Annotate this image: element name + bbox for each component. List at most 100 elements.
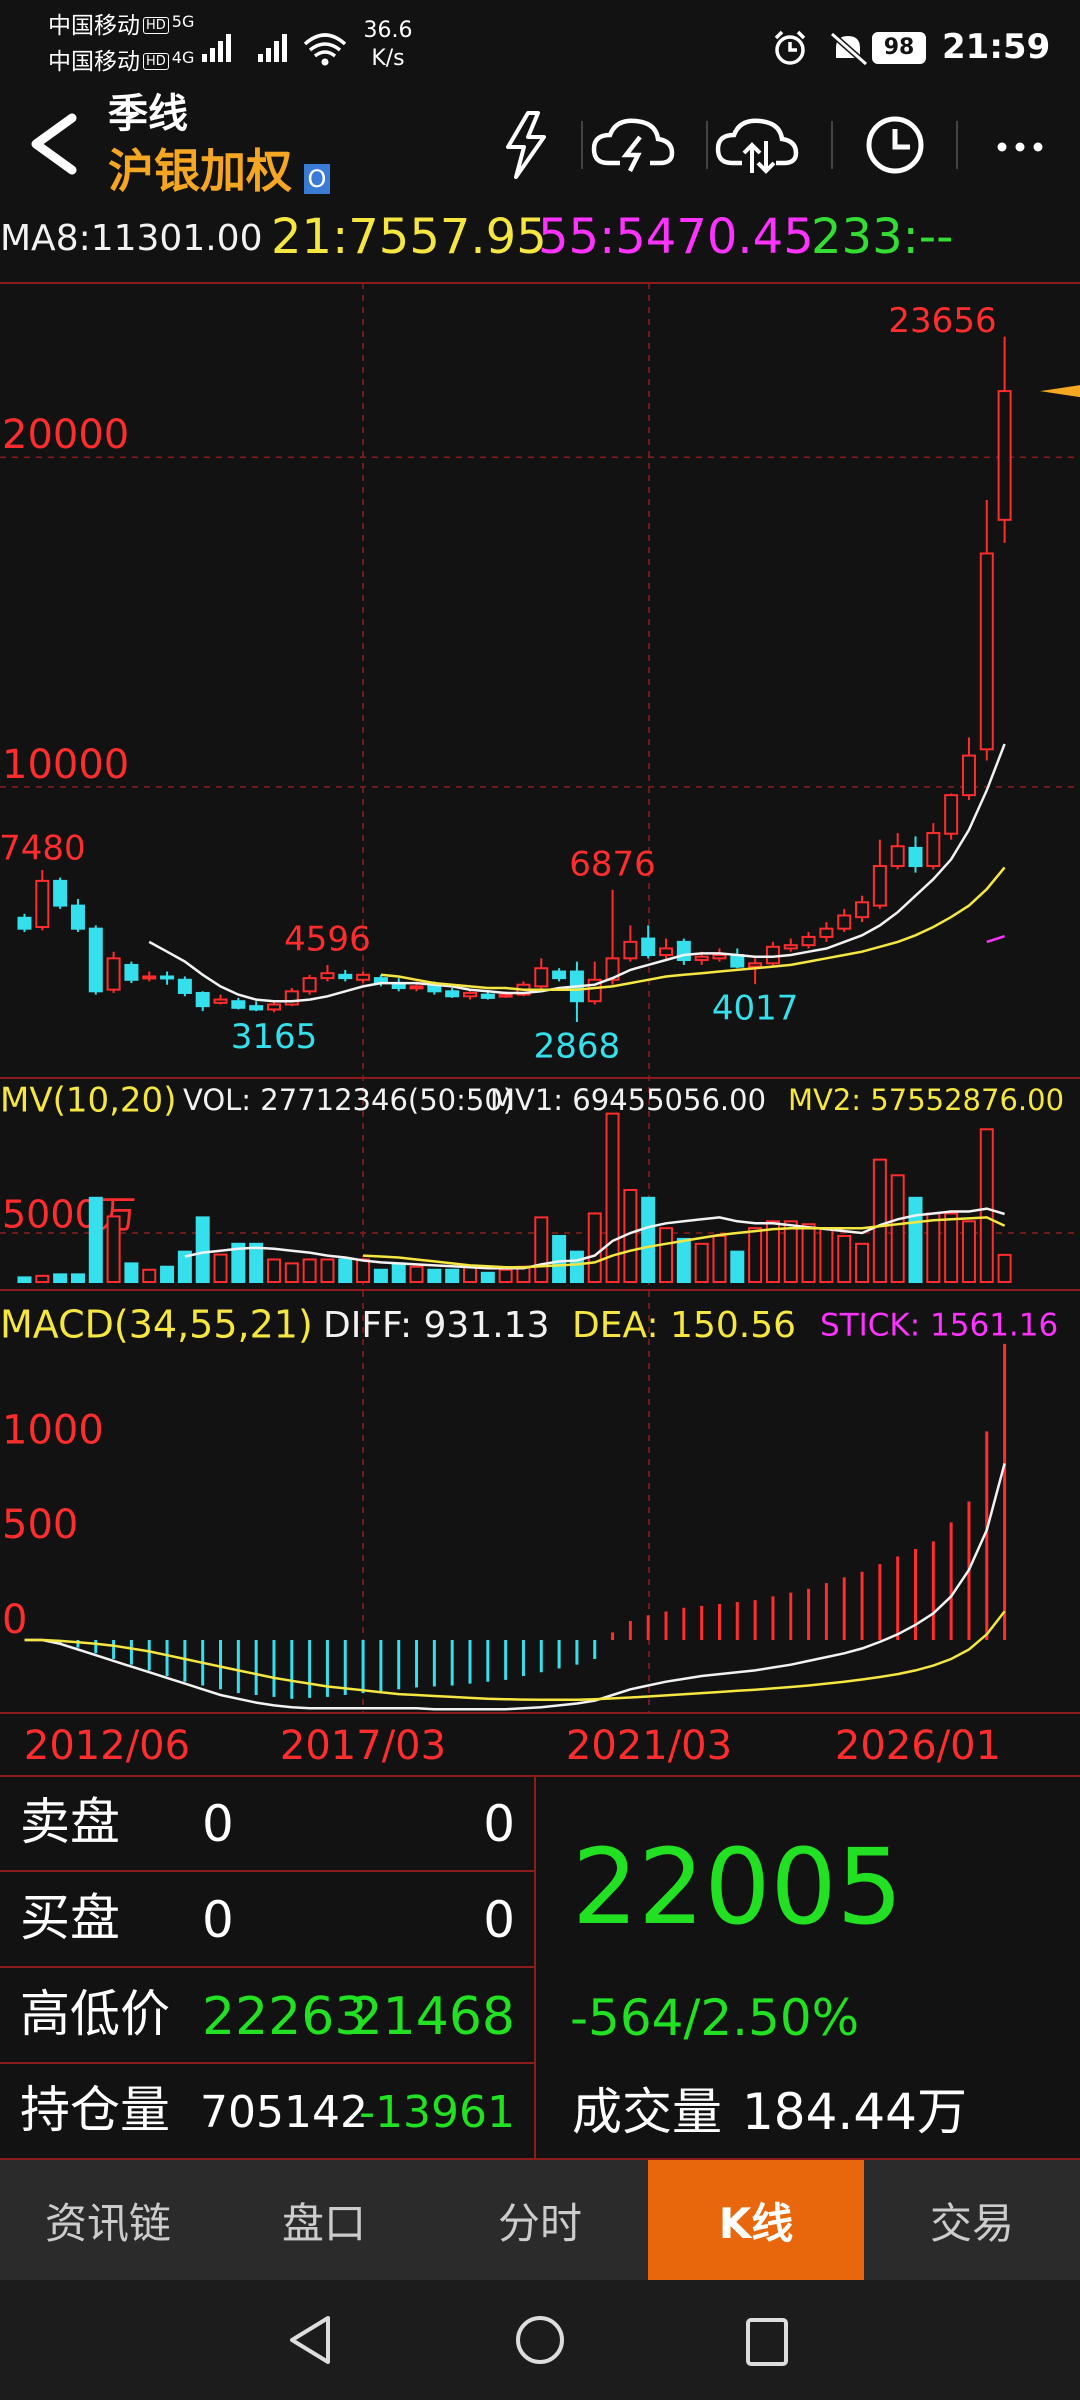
row-label: 高低价 bbox=[20, 1985, 170, 2043]
candle-body bbox=[231, 1000, 246, 1009]
volume-bar bbox=[356, 1258, 371, 1284]
volume-bar bbox=[88, 1196, 103, 1284]
clock: 21:59 bbox=[942, 27, 1051, 67]
low-label: 3165 bbox=[231, 1017, 318, 1057]
nav-recent[interactable] bbox=[746, 2318, 788, 2366]
ma55-line bbox=[986, 935, 1005, 944]
volume-bar bbox=[587, 1212, 602, 1283]
network-type: 4G bbox=[171, 48, 195, 67]
carrier-name: 中国移动 bbox=[48, 13, 140, 39]
volume-bar bbox=[160, 1265, 175, 1283]
date-label: 2012/06 bbox=[24, 1723, 190, 1769]
candle-body bbox=[694, 955, 709, 961]
row-value: -13961 bbox=[359, 2087, 515, 2138]
row-value: 705142 bbox=[200, 2087, 368, 2138]
volume-bar bbox=[569, 1250, 584, 1283]
period-label: 季线 bbox=[108, 91, 188, 137]
volume-bar bbox=[409, 1265, 424, 1283]
ma-legend: 233:-- bbox=[811, 209, 953, 265]
volume-legend: VOL: 27712346(50:50) bbox=[183, 1083, 514, 1117]
nav-bar bbox=[0, 2280, 1080, 2400]
battery: 98 bbox=[872, 32, 926, 64]
price-change: -564/2.50% bbox=[570, 1989, 860, 2047]
row-value: 0 bbox=[483, 1795, 515, 1853]
volume-bar bbox=[106, 1215, 121, 1283]
network-type: 5G bbox=[171, 12, 195, 31]
volume-bar bbox=[70, 1273, 85, 1283]
nav-home[interactable] bbox=[516, 2316, 564, 2364]
candle-body bbox=[266, 1003, 281, 1011]
candle-body bbox=[88, 927, 103, 993]
turnover-value: 184.44万 bbox=[742, 2083, 967, 2141]
candle-body bbox=[926, 832, 941, 868]
volume-bar bbox=[979, 1128, 994, 1283]
toolbar bbox=[506, 111, 1043, 179]
volume-bar bbox=[480, 1271, 495, 1283]
tab[interactable]: 分时 bbox=[497, 2198, 582, 2248]
nav-back[interactable] bbox=[290, 2316, 330, 2364]
high-label: 23656 bbox=[888, 301, 996, 341]
volume-bar bbox=[53, 1273, 68, 1283]
candle-body bbox=[623, 940, 638, 960]
date-label: 2021/03 bbox=[566, 1723, 732, 1769]
candle-body bbox=[783, 944, 798, 950]
macd-legend: STICK: 1561.16 bbox=[820, 1308, 1058, 1344]
candle-body bbox=[356, 973, 371, 981]
more-button[interactable] bbox=[997, 142, 1043, 152]
ma8-line bbox=[148, 743, 1006, 1003]
volume-bar bbox=[961, 1220, 976, 1284]
candle-body bbox=[463, 991, 477, 998]
volume-bar bbox=[373, 1268, 388, 1283]
candle-body bbox=[35, 879, 50, 929]
candle-body bbox=[445, 990, 460, 998]
price-pointer bbox=[1040, 385, 1080, 398]
volume-bar bbox=[17, 1276, 32, 1283]
history-button[interactable] bbox=[866, 116, 924, 174]
hd-badge: HD bbox=[143, 17, 169, 34]
tab[interactable]: 资讯链 bbox=[44, 2198, 171, 2248]
diff-line bbox=[24, 1463, 1006, 1711]
volume-bar bbox=[284, 1262, 299, 1284]
mv1-line bbox=[184, 1207, 1005, 1270]
price-tick-label: 20000 bbox=[2, 412, 129, 458]
volume-bar bbox=[142, 1268, 157, 1283]
volume-bar bbox=[890, 1174, 905, 1283]
candle-body bbox=[908, 846, 923, 868]
candle-body bbox=[819, 927, 834, 938]
volume-bar bbox=[765, 1220, 780, 1284]
flash-button[interactable] bbox=[506, 111, 546, 179]
volume-bar bbox=[320, 1258, 335, 1284]
date-label: 2017/03 bbox=[280, 1723, 446, 1769]
tab[interactable]: 盘口 bbox=[281, 2198, 366, 2248]
candle-body bbox=[213, 998, 228, 1004]
cloud-button[interactable] bbox=[591, 118, 675, 173]
volume-bar bbox=[249, 1242, 264, 1283]
net-speed: 36.6 K/s bbox=[358, 20, 418, 70]
candle-body bbox=[534, 967, 549, 988]
carrier: 中国移动 HD 4G bbox=[48, 50, 194, 74]
candle-body bbox=[177, 978, 192, 994]
volume-bar bbox=[712, 1234, 727, 1284]
candle-body bbox=[801, 935, 816, 947]
tab-bar bbox=[0, 2160, 1080, 2280]
volume-legend: MV2: 57552876.00 bbox=[788, 1083, 1064, 1117]
turnover-label: 成交量 bbox=[572, 2083, 722, 2141]
candle-body bbox=[997, 390, 1012, 521]
tab[interactable]: 交易 bbox=[929, 2198, 1014, 2248]
signal-icons bbox=[202, 33, 347, 66]
low-label: 2868 bbox=[534, 1027, 621, 1067]
candle-body bbox=[748, 962, 763, 968]
volume-bar bbox=[231, 1242, 246, 1283]
volume-bar bbox=[997, 1253, 1012, 1284]
macd-legend: MACD(34,55,21) bbox=[0, 1303, 313, 1347]
speed-unit: K/s bbox=[371, 46, 405, 71]
volume-legend: MV1: 69455056.00 bbox=[490, 1083, 766, 1117]
volume-bar bbox=[872, 1158, 887, 1283]
instrument-badge: O bbox=[304, 164, 330, 194]
back-button[interactable] bbox=[24, 112, 84, 176]
volume-bar bbox=[676, 1237, 691, 1283]
high-label: 7480 bbox=[0, 828, 86, 868]
tab[interactable]: K线 bbox=[648, 2160, 864, 2280]
cloud-sync-button[interactable] bbox=[715, 118, 799, 174]
